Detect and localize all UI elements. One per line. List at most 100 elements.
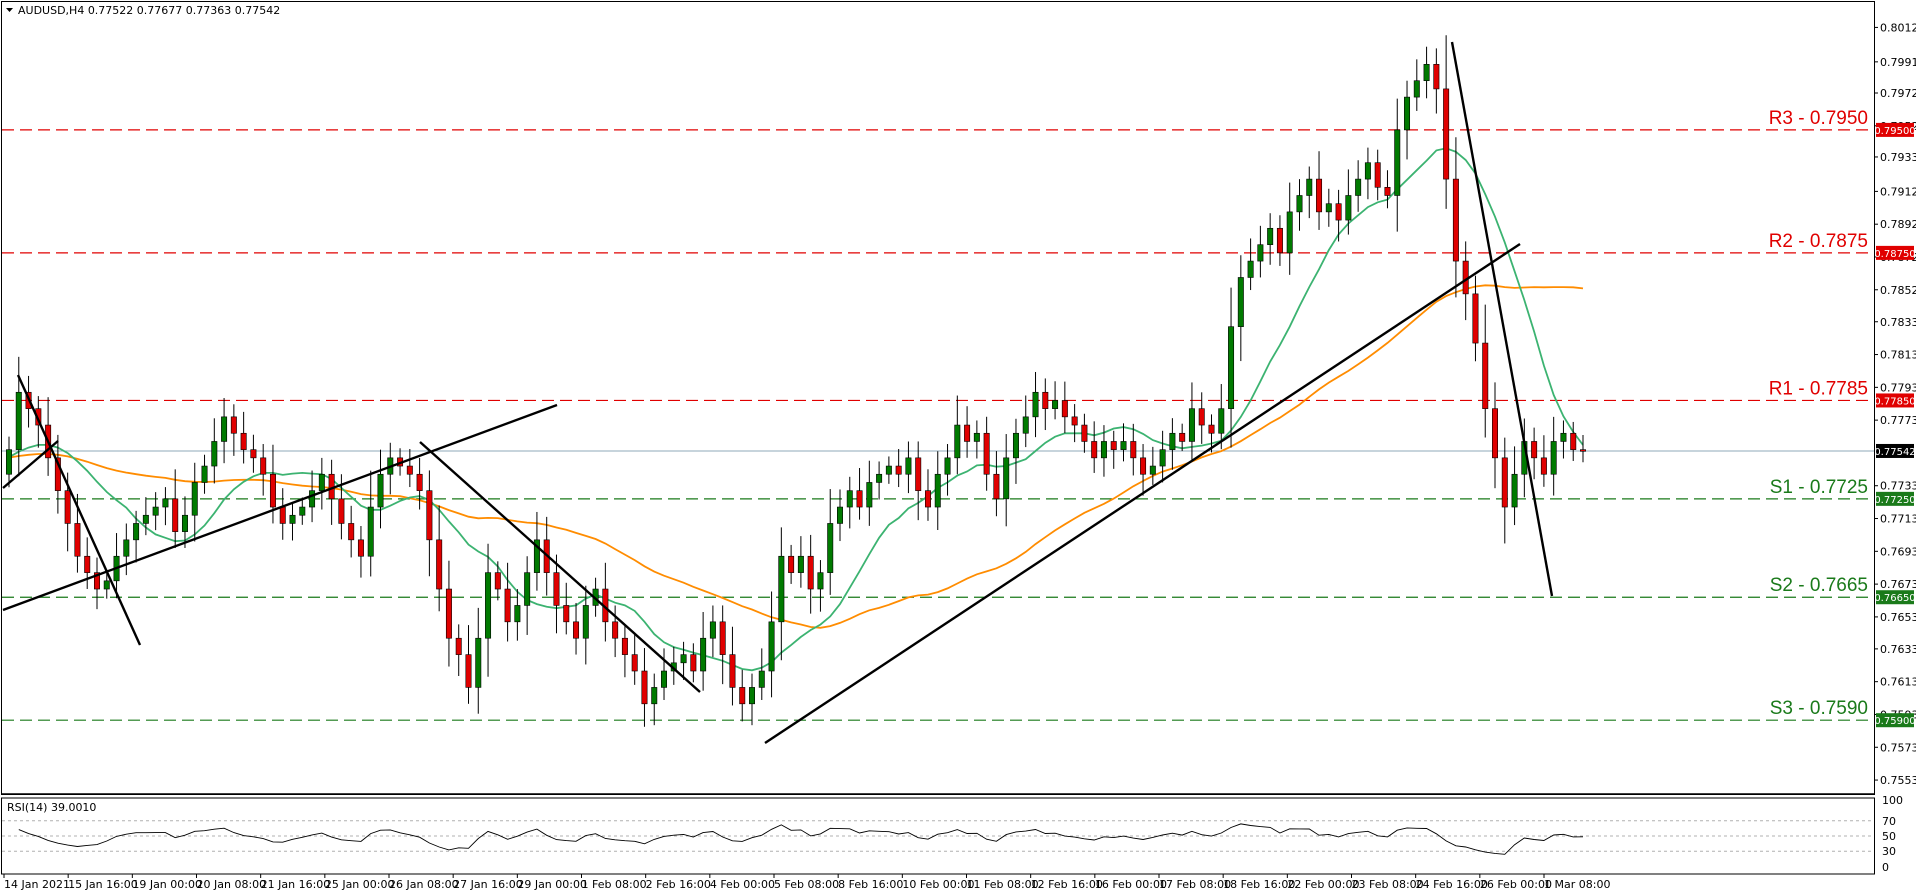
candle [201,454,208,494]
candle [123,523,130,576]
level-badge-text-s1: 0.77250 [1874,495,1915,506]
candle-body [1531,441,1538,459]
candle-body [954,424,961,459]
candle-body [221,416,228,442]
candle [876,461,883,500]
candle-body [1081,424,1088,442]
time-tick-label: 26 Feb 00:00 [1480,878,1552,891]
candle-body [729,654,736,688]
candle [1296,179,1303,231]
candle [6,436,12,488]
candle [1452,137,1459,298]
candle-body [582,605,589,639]
candle-body [1159,449,1166,467]
candle [700,611,707,691]
candle-body [758,670,765,688]
candle [1511,446,1518,526]
candle-body [142,514,149,524]
candle-body [1452,178,1459,262]
candle [778,527,785,661]
candle-body [455,637,462,655]
candle [758,648,765,700]
candle [1188,382,1195,462]
candle-body [318,473,325,491]
candle-body [1335,203,1342,221]
candle [260,444,267,496]
price-tick-label: 0.79725 [1880,87,1916,100]
candle-body [1208,424,1215,434]
level-label-s3: S3 - 0.7590 [1770,698,1868,719]
candle [230,404,237,456]
candle-body [1316,178,1323,213]
candle-body [915,457,922,491]
candle [1110,430,1117,469]
candle [1081,413,1088,453]
candle-body [1120,441,1127,450]
candle [1257,225,1264,278]
price-tick-label: 0.79125 [1880,185,1916,198]
level-label-s2: S2 - 0.7665 [1770,575,1868,596]
candle-body [905,457,912,475]
trendline-3 [2,403,558,612]
candle [1247,238,1254,291]
candle [1384,170,1391,209]
candle [846,476,853,529]
candle [533,511,540,591]
time-tick-label: 5 Feb 08:00 [774,878,839,891]
candle [250,434,257,473]
candle-body [533,539,540,573]
candle-body [837,506,843,524]
candle-body [260,457,267,475]
candle [318,457,325,510]
candle-body [1110,441,1117,450]
candle-body [1384,186,1391,196]
ma-50-path [8,147,1584,672]
candle [1306,166,1313,219]
candle [162,487,169,526]
candle-body [1022,416,1029,434]
rsi-tick-label: 50 [1882,830,1896,843]
candle [1286,182,1293,275]
candle [103,571,110,599]
candle [357,526,364,578]
candle [1100,425,1107,477]
candle [1159,430,1166,483]
candle [465,625,472,704]
time-tick-label: 27 Jan 16:00 [453,878,523,891]
candle-body [797,555,804,573]
candle [1531,427,1538,480]
candle [1012,418,1019,484]
candle-body [641,670,648,705]
candle [612,605,619,658]
time-tick-label: 1 Feb 08:00 [582,878,647,891]
candle [1316,151,1323,230]
time-tick-label: 20 Jan 08:00 [197,878,267,891]
candle-body [621,637,628,655]
candle-body [309,490,316,508]
trendline-1 [16,374,142,646]
candle [1374,149,1381,201]
candle-body [475,637,482,688]
candle [406,448,413,488]
level-badge-s2 [1876,590,1914,605]
candle [719,605,726,685]
candle-body [866,482,873,508]
candle [944,444,951,496]
candle-body [1433,64,1440,90]
candle-body [749,687,755,705]
candle-body [964,424,971,442]
collapse-arrow-icon[interactable] [6,8,13,12]
candle [1364,147,1371,200]
trendline-6 [1450,41,1554,597]
candle [1130,423,1137,476]
candle-body [1071,416,1078,426]
candle [367,470,374,577]
candle [1208,414,1215,453]
candle-body [279,506,286,524]
candle [514,589,521,641]
candle [582,585,589,665]
candle [573,602,580,655]
candle-body [1570,432,1577,450]
